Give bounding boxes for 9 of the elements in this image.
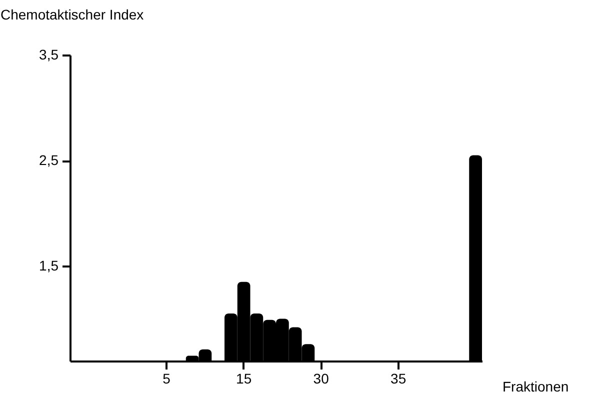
x-tick-label: 35 [390,370,406,386]
x-axis-title: Fraktionen [502,378,569,394]
y-tick-label: 1,5 [39,258,59,274]
x-tick-label: 30 [313,370,330,386]
y-axis-title: Chemotaktischer Index [0,6,144,22]
y-tick-label: 3,5 [39,46,59,62]
x-tick-label: 5 [162,370,171,386]
x-tick-label: 15 [236,370,252,386]
y-tick-label: 2,5 [39,152,59,168]
